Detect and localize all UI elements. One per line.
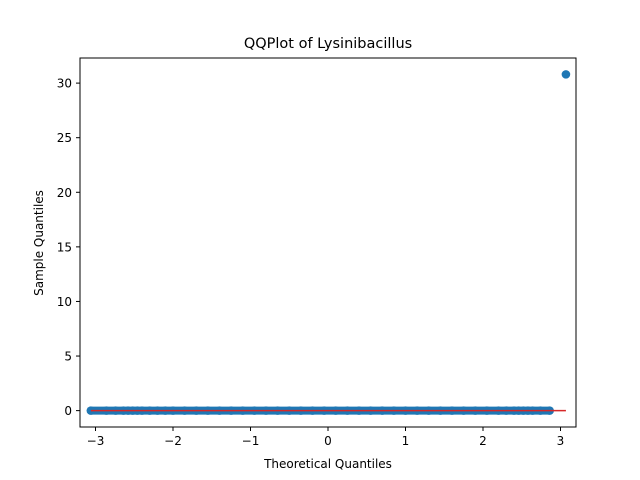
y-tick-label: 0: [64, 404, 72, 418]
y-tick-label: 30: [57, 77, 72, 91]
x-tick-label: −1: [242, 434, 260, 448]
x-tick-label: −3: [87, 434, 105, 448]
y-tick-label: 10: [57, 295, 72, 309]
x-tick-label: 0: [324, 434, 332, 448]
y-tick-label: 25: [57, 131, 72, 145]
y-tick-label: 20: [57, 186, 72, 200]
x-tick-label: 3: [557, 434, 565, 448]
data-point: [86, 406, 96, 415]
y-axis-label: Sample Quantiles: [32, 190, 46, 296]
y-tick-label: 15: [57, 240, 72, 254]
x-axis: −3 −2 −1 0 1 2 3: [87, 427, 565, 448]
x-tick-label: −2: [164, 434, 182, 448]
y-axis: 0 5 10 15 20 25 30: [57, 77, 80, 418]
x-tick-label: 2: [479, 434, 487, 448]
x-tick-label: 1: [402, 434, 410, 448]
y-tick-label: 5: [64, 350, 72, 364]
chart-title: QQPlot of Lysinibacillus: [244, 36, 412, 52]
axes-frame: [79, 57, 577, 428]
data-point: [561, 70, 571, 79]
x-axis-label: Theoretical Quantiles: [263, 457, 392, 471]
